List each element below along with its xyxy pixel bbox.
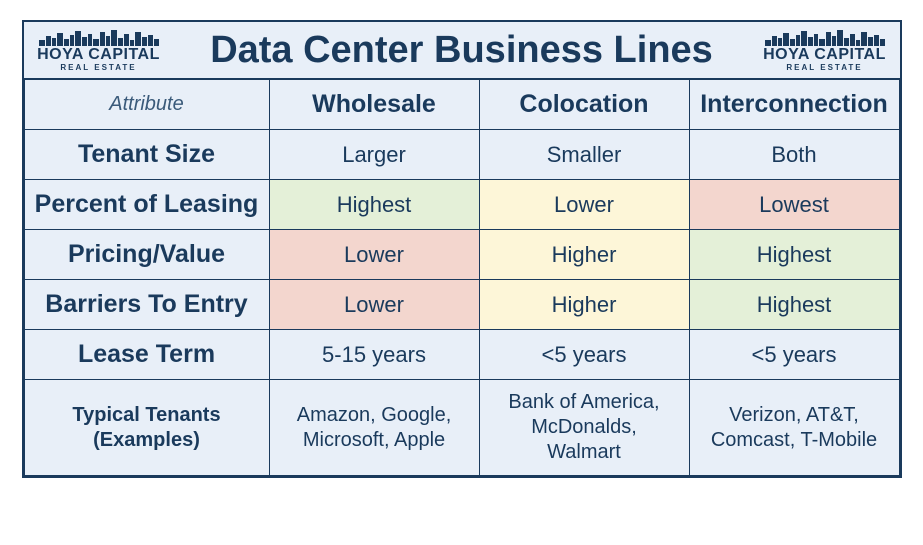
table-row: Pricing/ValueLowerHigherHighest <box>24 230 899 280</box>
row-label: Pricing/Value <box>24 230 269 280</box>
table-row: Tenant SizeLargerSmallerBoth <box>24 130 899 180</box>
cell: Lower <box>269 280 479 330</box>
table-header-row: Attribute Wholesale Colocation Interconn… <box>24 80 899 130</box>
row-label: Lease Term <box>24 330 269 380</box>
cell: Highest <box>689 280 899 330</box>
cell: <5 years <box>689 330 899 380</box>
cell: 5-15 years <box>269 330 479 380</box>
table-row: Typical Tenants(Examples)Amazon, Google,… <box>24 380 899 476</box>
cell: Higher <box>479 280 689 330</box>
cell: <5 years <box>479 330 689 380</box>
logo-main-text: HOYA CAPITAL <box>34 47 164 63</box>
logo-sub-text: REAL ESTATE <box>760 64 890 72</box>
header: HOYA CAPITAL REAL ESTATE Data Center Bus… <box>24 22 900 79</box>
logo-sub-text: REAL ESTATE <box>34 64 164 72</box>
col-colocation: Colocation <box>479 80 689 130</box>
table-row: Lease Term5-15 years<5 years<5 years <box>24 330 899 380</box>
skyline-icon <box>765 28 885 46</box>
logo-left: HOYA CAPITAL REAL ESTATE <box>34 28 164 72</box>
attribute-header: Attribute <box>24 80 269 130</box>
row-label: Typical Tenants(Examples) <box>24 380 269 476</box>
row-label: Percent of Leasing <box>24 180 269 230</box>
row-label: Tenant Size <box>24 130 269 180</box>
cell: Both <box>689 130 899 180</box>
col-interconnection: Interconnection <box>689 80 899 130</box>
cell: Highest <box>689 230 899 280</box>
page-title: Data Center Business Lines <box>164 29 760 72</box>
table-row: Barriers To EntryLowerHigherHighest <box>24 280 899 330</box>
cell: Larger <box>269 130 479 180</box>
cell: Verizon, AT&T,Comcast, T-Mobile <box>689 380 899 476</box>
table-card: HOYA CAPITAL REAL ESTATE Data Center Bus… <box>22 20 902 478</box>
data-table: Attribute Wholesale Colocation Interconn… <box>24 79 900 476</box>
cell: Bank of America,McDonalds,Walmart <box>479 380 689 476</box>
row-label: Barriers To Entry <box>24 280 269 330</box>
cell: Lowest <box>689 180 899 230</box>
col-wholesale: Wholesale <box>269 80 479 130</box>
table-body: Tenant SizeLargerSmallerBothPercent of L… <box>24 130 899 476</box>
skyline-icon <box>39 28 159 46</box>
logo-right: HOYA CAPITAL REAL ESTATE <box>760 28 890 72</box>
cell: Amazon, Google,Microsoft, Apple <box>269 380 479 476</box>
table-row: Percent of LeasingHighestLowerLowest <box>24 180 899 230</box>
cell: Highest <box>269 180 479 230</box>
cell: Higher <box>479 230 689 280</box>
cell: Lower <box>269 230 479 280</box>
logo-main-text: HOYA CAPITAL <box>760 47 890 63</box>
cell: Lower <box>479 180 689 230</box>
cell: Smaller <box>479 130 689 180</box>
